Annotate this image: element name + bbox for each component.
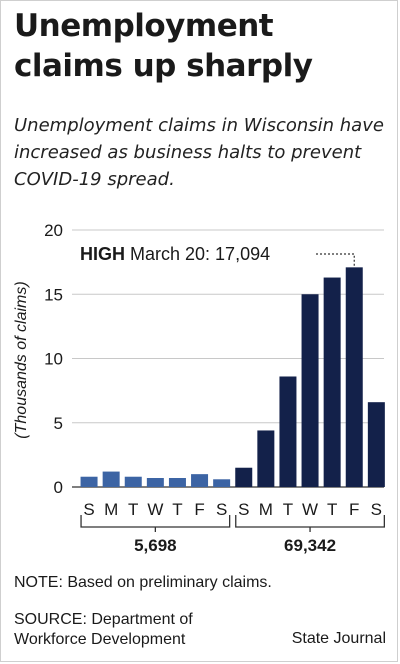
x-tick-label: T [283, 500, 293, 519]
bar [80, 476, 98, 487]
bar [345, 267, 363, 487]
x-tick-label: F [349, 500, 359, 519]
bar [146, 478, 164, 487]
bar [168, 478, 186, 487]
y-axis-title: (Thousands of claims) [13, 281, 30, 438]
bar [102, 471, 120, 487]
x-tick-label: F [194, 500, 204, 519]
x-tick-label: S [371, 500, 382, 519]
bar [124, 476, 142, 487]
x-tick-label: W [147, 500, 163, 519]
x-tick-label: S [83, 500, 94, 519]
x-tick-label: T [172, 500, 182, 519]
group-bracket [80, 515, 231, 532]
x-tick-label: M [104, 500, 118, 519]
source-text: SOURCE: Department of Workforce Developm… [14, 611, 193, 648]
group-total-label: 5,698 [134, 536, 177, 555]
credit-text: State Journal [291, 630, 386, 647]
group-total-label: 69,342 [284, 536, 336, 555]
high-annotation-bold: HIGH [80, 244, 130, 264]
bar [235, 467, 253, 487]
annotation-leader [316, 253, 355, 268]
high-annotation: HIGH March 20: 17,094 [80, 244, 270, 264]
headline: Unemployment claims up sharply [14, 8, 313, 84]
x-tick-label: S [216, 500, 227, 519]
x-tick-label: T [128, 500, 138, 519]
group-bracket [235, 515, 385, 532]
y-tick-label: 15 [44, 285, 63, 304]
x-tick-label: T [327, 500, 337, 519]
y-tick-label: 20 [44, 221, 63, 240]
bar [301, 294, 319, 487]
bar [323, 277, 341, 487]
y-tick-label: 10 [44, 350, 63, 369]
deck-text: Unemployment claims in Wisconsin have in… [14, 115, 384, 190]
x-tick-label: M [259, 500, 273, 519]
bar [191, 474, 209, 487]
bar [213, 479, 231, 487]
bar [257, 430, 275, 487]
bar [367, 402, 385, 487]
y-tick-label: 0 [54, 478, 63, 497]
y-tick-label: 5 [54, 414, 63, 433]
bar [279, 376, 297, 487]
high-annotation-text: March 20: 17,094 [130, 244, 270, 264]
note-text: NOTE: Based on preliminary claims. [14, 574, 272, 591]
x-tick-label: S [238, 500, 249, 519]
x-tick-label: W [302, 500, 318, 519]
